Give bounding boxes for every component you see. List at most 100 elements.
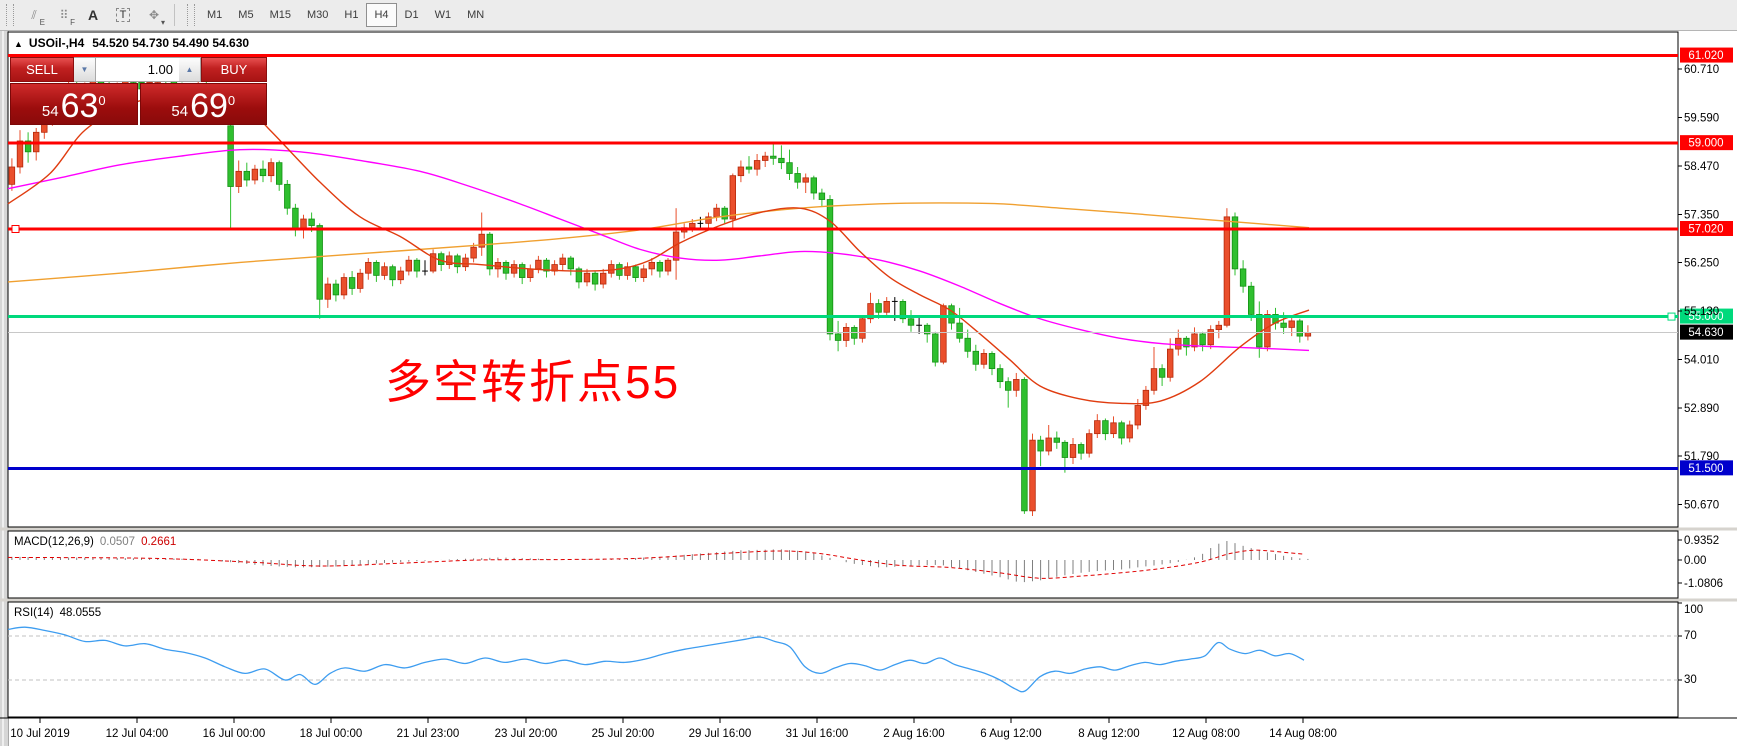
equidistant-channel-tool-icon[interactable]: ⫽ E [31,7,45,28]
price-badge-59.000 [1680,135,1733,151]
svg-text:57.020: 57.020 [1688,223,1723,235]
svg-text:59.000: 59.000 [1688,138,1723,150]
chart-title: ▲ USOil-,H4 54.520 54.730 54.490 54.630 [14,36,249,50]
macd-signal-value: 0.2661 [141,536,177,548]
text-label-tool-icon[interactable]: T [109,2,137,28]
svg-text:18 Jul 00:00: 18 Jul 00:00 [300,728,363,740]
timeframe-button-h1[interactable]: H1 [344,9,359,21]
macd-panel-frame [7,530,1679,599]
price-badge-55.000 [1680,308,1733,324]
buy-button[interactable]: BUY [201,57,267,82]
svg-text:56.250: 56.250 [1684,257,1719,269]
rsi-header: RSI(14) 48.0555 [14,607,101,619]
svg-text:14 Aug 08:00: 14 Aug 08:00 [1269,728,1337,740]
price-badge-51.500 [1680,460,1733,476]
panel-splitter-2[interactable] [0,598,1737,602]
svg-text:23 Jul 20:00: 23 Jul 20:00 [495,728,558,740]
rsi-axis-label: 70 [1684,630,1697,642]
timeframe-button-m30[interactable]: M30 [306,9,329,21]
timeframe-button-m5[interactable]: M5 [238,9,254,21]
sell-price-display[interactable]: 54 63 0 [10,83,138,125]
rsi-line [7,626,1305,693]
svg-text:54.010: 54.010 [1684,355,1719,367]
svg-text:58.470: 58.470 [1684,161,1719,173]
svg-text:2 Aug 16:00: 2 Aug 16:00 [883,728,944,740]
price-axis-labels: 60.710 59.590 58.470 57.350 56.250 55.130 54.0… [1678,64,1719,511]
symbol-title: USOil-,H4 [28,36,85,50]
price-badge-54.630 [1680,324,1733,340]
panel-splitter-1[interactable] [0,527,1737,531]
svg-text:10 Jul 2019: 10 Jul 2019 [10,728,69,740]
buy-price-pipette: 0 [227,93,236,108]
svg-text:51.500: 51.500 [1688,463,1723,475]
text-tool-icon[interactable]: A [87,7,99,23]
timeframe-button-d1[interactable]: D1 [404,9,419,21]
rsi-axis-label: 30 [1684,674,1697,686]
svg-text:61.020: 61.020 [1688,50,1723,62]
rsi-axis-label: 100 [1684,604,1703,616]
svg-text:50.670: 50.670 [1684,499,1719,511]
collapse-arrow-icon[interactable]: ▲ [14,39,23,49]
volume-decrease-button[interactable]: ▼ [74,57,96,82]
time-axis-labels: 10 Jul 2019 12 Jul 04:00 16 Jul 00:00 18 Ju… [10,718,1337,740]
svg-text:59.590: 59.590 [1684,113,1719,125]
svg-text:21 Jul 23:00: 21 Jul 23:00 [397,728,460,740]
svg-text:29 Jul 16:00: 29 Jul 16:00 [689,728,752,740]
candles-group [8,71,1312,517]
sell-button[interactable]: SELL [10,57,74,82]
macd-header: MACD(12,26,9) 0.0507 0.2661 [14,536,176,548]
macd-signal-line [7,549,1305,579]
timeframe-button-m1[interactable]: M1 [207,9,223,21]
svg-text:55.000: 55.000 [1688,311,1723,323]
svg-text:25 Jul 20:00: 25 Jul 20:00 [592,728,655,740]
macd-label: MACD(12,26,9) [14,536,94,548]
toolbar-separator [174,4,175,26]
volume-increase-button[interactable]: ▲ [179,57,201,82]
timeframe-button-h4[interactable]: H4 [366,3,397,27]
svg-text:12 Aug 08:00: 12 Aug 08:00 [1172,728,1240,740]
one-click-trade-panel: SELL ▼ ▲ BUY 54 63 0 54 69 0 [10,57,267,125]
volume-input[interactable] [96,58,179,81]
svg-text:54.630: 54.630 [1688,327,1723,339]
ohlc-values: 54.520 54.730 54.490 54.630 [92,36,250,50]
macd-axis-label: 0.9352 [1684,535,1719,547]
rsi-value: 48.0555 [59,607,102,619]
timeframe-button-m15[interactable]: M15 [269,9,291,21]
price-badge-57.020 [1680,220,1733,236]
buy-price-int: 54 [171,103,189,120]
line-handle-right[interactable] [1667,312,1676,321]
sell-price-int: 54 [41,103,59,120]
toolbar-grip-2[interactable] [187,4,195,26]
buy-price-display[interactable]: 54 69 0 [139,83,267,125]
svg-text:31 Jul 16:00: 31 Jul 16:00 [786,728,849,740]
svg-text:16 Jul 00:00: 16 Jul 00:00 [203,728,266,740]
svg-text:12 Jul 04:00: 12 Jul 04:00 [106,728,169,740]
rsi-panel-frame [7,601,1679,718]
top-toolbar: ⫽ E ⠿ F A T ✥ ▾ M1 M5 M15 M30 H1 H4 D1 W1 MN [0,0,1737,31]
macd-axis-label: -1.0806 [1684,578,1723,590]
macd-main-value: 0.0507 [99,536,136,548]
fibo-grid-tool-icon[interactable]: ⠿ F [59,8,75,27]
svg-text:51.790: 51.790 [1684,451,1719,463]
buy-price-pips: 69 [190,87,228,125]
line-handle-left[interactable] [11,224,20,233]
arrow-objects-tool-icon[interactable]: ✥ ▾ [148,8,165,27]
ma-slow-orange [7,202,1310,283]
svg-text:8 Aug 12:00: 8 Aug 12:00 [1078,728,1139,740]
toolbar-grip[interactable] [6,4,14,26]
sell-price-pipette: 0 [98,93,106,108]
main-chart-frame [7,31,1679,528]
rsi-label: RSI(14) [14,607,54,619]
macd-axis-label: 0.00 [1684,555,1706,567]
svg-text:57.350: 57.350 [1684,210,1719,222]
svg-text:52.890: 52.890 [1684,403,1719,415]
timeframe-button-mn[interactable]: MN [467,9,485,21]
price-badge-61.020 [1680,47,1733,63]
chart-text-annotation[interactable]: 多空转折点55 [385,356,681,408]
sell-price-pips: 63 [60,87,99,125]
svg-text:55.130: 55.130 [1684,306,1719,318]
svg-text:60.710: 60.710 [1684,64,1719,76]
timeframe-button-w1[interactable]: W1 [434,9,452,21]
